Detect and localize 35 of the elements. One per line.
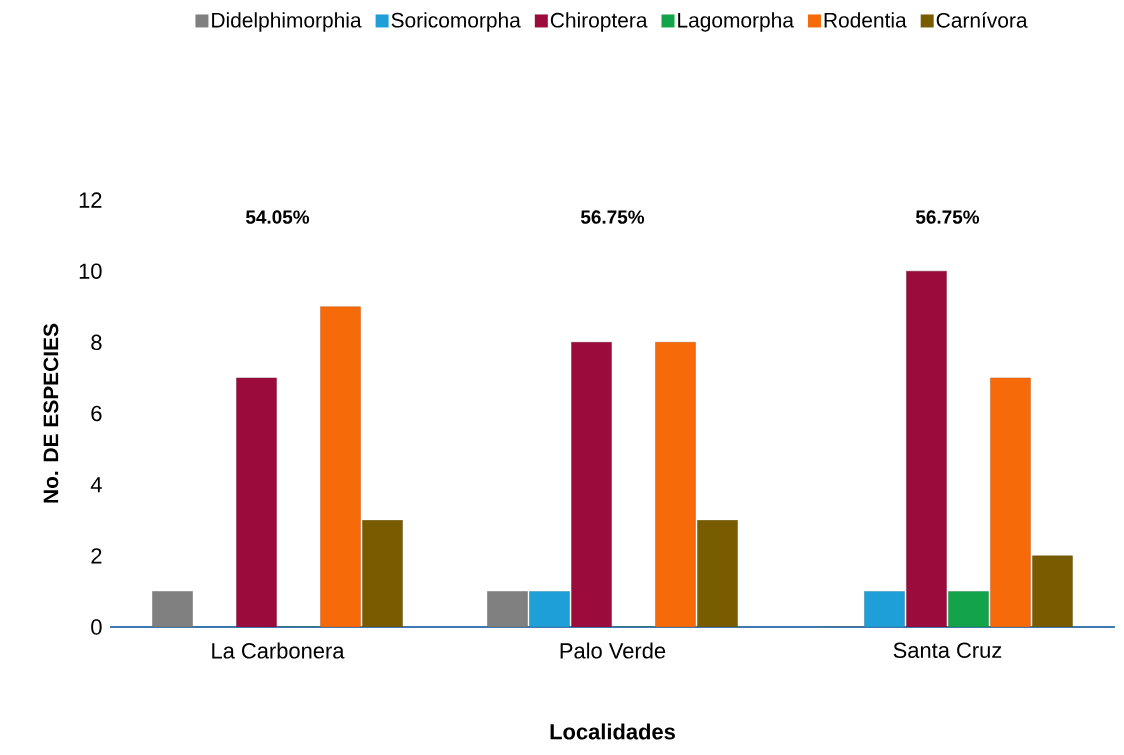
y-tick-label: 12 [79, 192, 102, 208]
y-tick-label: 4 [90, 477, 102, 493]
legend-label: Chiroptera [550, 12, 648, 32]
bar [362, 520, 403, 627]
bar [571, 342, 612, 627]
bar [487, 591, 528, 627]
bar [529, 591, 570, 627]
y-axis-title: No. DE ESPECIES [43, 323, 59, 503]
x-tick-label: Palo Verde [560, 642, 666, 659]
bar [864, 591, 905, 627]
bar [1032, 555, 1073, 627]
y-tick-label: 2 [91, 548, 102, 564]
x-tick-label: La Carbonera [212, 642, 345, 659]
bar [236, 377, 277, 627]
x-axis-title: Localidades [550, 723, 675, 740]
annotation: 54.05% [245, 210, 310, 224]
y-tick-label: 6 [91, 405, 102, 422]
x-tick-label: Santa Cruz [893, 642, 1002, 659]
bar [655, 342, 696, 627]
legend-label: Carnívora [936, 12, 1028, 28]
bar [906, 270, 947, 627]
bar [152, 591, 193, 627]
y-tick-label: 8 [91, 334, 102, 351]
y-tick-label: 10 [79, 263, 102, 279]
y-tick-label: 0 [91, 619, 102, 635]
bar [697, 520, 738, 627]
annotation: 56.75% [580, 210, 645, 224]
legend-label: Didelphimorphia [212, 12, 362, 32]
bar [948, 591, 989, 627]
bar [320, 306, 361, 627]
bar [990, 377, 1031, 627]
legend-label: Soricomorpha [391, 12, 521, 32]
legend-label: Rodentia [824, 12, 907, 28]
legend-label: Lagomorpha [678, 12, 794, 32]
annotation: 56.75% [915, 210, 980, 224]
